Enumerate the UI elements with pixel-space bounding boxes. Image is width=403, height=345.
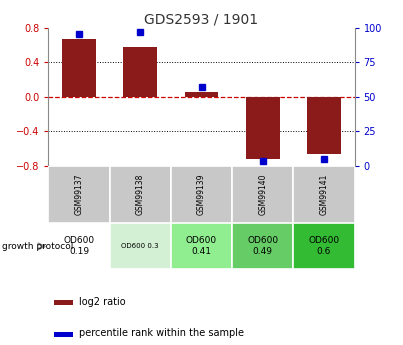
Bar — [48, 166, 110, 223]
Bar — [110, 223, 171, 269]
Text: OD600
0.19: OD600 0.19 — [63, 236, 95, 256]
Bar — [307, 97, 341, 155]
Text: GSM99141: GSM99141 — [320, 174, 328, 215]
Bar — [246, 97, 280, 159]
Bar — [293, 166, 355, 223]
Text: OD600
0.49: OD600 0.49 — [247, 236, 278, 256]
Bar — [62, 39, 96, 97]
Text: GSM99137: GSM99137 — [75, 173, 83, 215]
Bar — [110, 166, 171, 223]
Text: GSM99138: GSM99138 — [136, 174, 145, 215]
Text: percentile rank within the sample: percentile rank within the sample — [79, 328, 244, 338]
Bar — [171, 166, 232, 223]
Text: OD600
0.6: OD600 0.6 — [308, 236, 340, 256]
Bar — [185, 92, 218, 97]
Text: log2 ratio: log2 ratio — [79, 297, 126, 307]
Bar — [293, 223, 355, 269]
Bar — [123, 47, 157, 97]
Bar — [48, 223, 110, 269]
Text: GSM99139: GSM99139 — [197, 173, 206, 215]
Title: GDS2593 / 1901: GDS2593 / 1901 — [144, 12, 259, 27]
Bar — [54, 300, 73, 305]
Bar — [171, 223, 232, 269]
Text: OD600
0.41: OD600 0.41 — [186, 236, 217, 256]
Text: growth protocol: growth protocol — [2, 242, 73, 251]
Text: GSM99140: GSM99140 — [258, 173, 267, 215]
Bar — [232, 166, 293, 223]
Bar — [54, 332, 73, 337]
Text: OD600 0.3: OD600 0.3 — [121, 243, 159, 249]
Bar — [232, 223, 293, 269]
